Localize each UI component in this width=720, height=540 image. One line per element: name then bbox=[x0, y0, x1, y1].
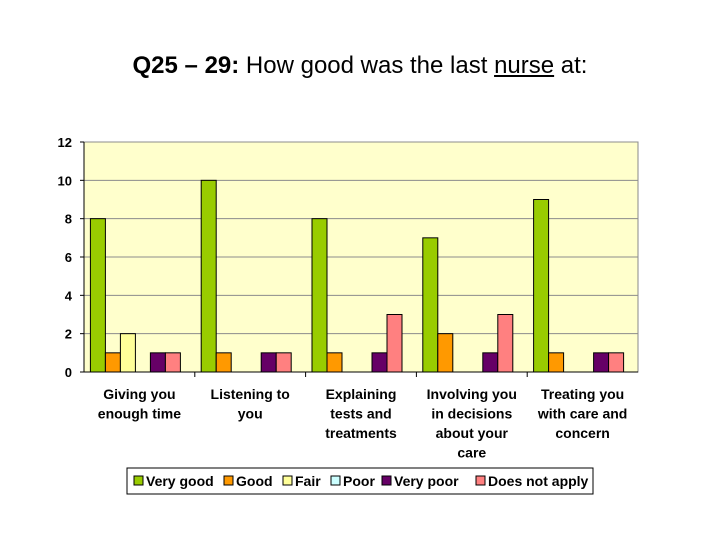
legend-label: Good bbox=[236, 473, 273, 489]
legend-label: Fair bbox=[295, 473, 321, 489]
bar bbox=[89, 218, 106, 373]
x-tick-label: concern bbox=[555, 425, 609, 441]
bar bbox=[164, 352, 181, 373]
x-tick-label: with care and bbox=[537, 406, 627, 422]
legend-label: Poor bbox=[343, 473, 375, 489]
x-tick-label: treatments bbox=[325, 425, 397, 441]
x-tick-label: Giving you bbox=[103, 386, 175, 402]
slide-title-suffix: at: bbox=[554, 52, 588, 79]
bar bbox=[311, 218, 328, 373]
bar bbox=[422, 237, 439, 373]
bar bbox=[326, 352, 343, 373]
bar bbox=[386, 314, 403, 373]
slide-title: Q25 – 29: How good was the last nurse at… bbox=[0, 52, 720, 80]
bar bbox=[200, 179, 217, 373]
bar bbox=[593, 352, 610, 373]
bar bbox=[260, 352, 277, 373]
y-tick-label: 6 bbox=[65, 250, 72, 265]
legend-swatch bbox=[381, 475, 392, 486]
legend-swatch bbox=[282, 475, 293, 486]
y-tick-label: 2 bbox=[65, 327, 72, 342]
bar bbox=[104, 352, 121, 373]
x-tick-label: care bbox=[457, 445, 486, 461]
bar bbox=[371, 352, 388, 373]
legend-swatch bbox=[133, 475, 144, 486]
bar bbox=[275, 352, 292, 373]
legend-swatch bbox=[330, 475, 341, 486]
x-tick-label: you bbox=[238, 406, 263, 422]
x-tick-label: about your bbox=[436, 425, 509, 441]
bar bbox=[608, 352, 625, 373]
legend-box bbox=[126, 467, 594, 495]
bar bbox=[149, 352, 166, 373]
slide-title-underlined: nurse bbox=[494, 52, 555, 79]
y-tick-label: 8 bbox=[65, 212, 72, 227]
bar bbox=[482, 352, 499, 373]
x-tick-label: Explaining bbox=[326, 386, 397, 402]
y-tick-label: 12 bbox=[58, 135, 72, 150]
bar bbox=[437, 333, 454, 373]
x-tick-label: enough time bbox=[98, 406, 181, 422]
x-tick-label: Treating you bbox=[541, 386, 624, 402]
y-tick-label: 4 bbox=[65, 288, 73, 303]
x-tick-label: Involving you bbox=[427, 386, 517, 402]
legend-label: Very poor bbox=[394, 473, 459, 489]
x-tick-label: in decisions bbox=[431, 406, 512, 422]
slide-title-prefix: Q25 – 29: bbox=[132, 52, 240, 79]
slide-title-main: How good was the last bbox=[239, 52, 495, 79]
legend-label: Very good bbox=[146, 473, 214, 489]
bar bbox=[533, 199, 550, 373]
bar bbox=[215, 352, 232, 373]
y-tick-label: 10 bbox=[58, 173, 72, 188]
y-tick-label: 0 bbox=[65, 365, 72, 380]
x-tick-label: tests and bbox=[330, 406, 391, 422]
legend-swatch bbox=[475, 475, 486, 486]
bar bbox=[497, 314, 514, 373]
bar bbox=[548, 352, 565, 373]
x-tick-label: Listening to bbox=[211, 386, 290, 402]
legend-swatch bbox=[223, 475, 234, 486]
legend-label: Does not apply bbox=[488, 473, 589, 489]
bar bbox=[119, 333, 136, 373]
